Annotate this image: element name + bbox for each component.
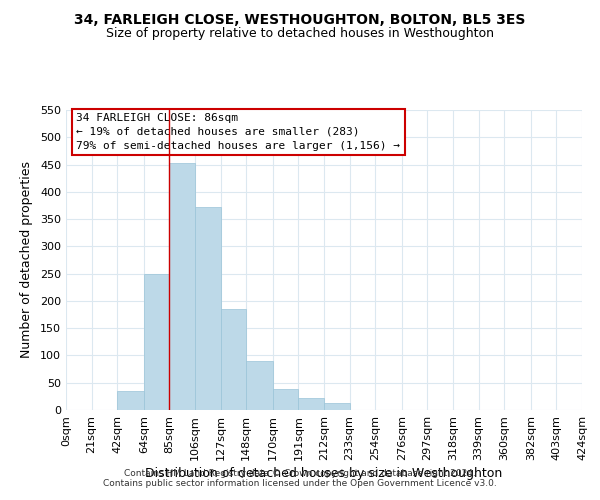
Text: Contains public sector information licensed under the Open Government Licence v3: Contains public sector information licen… [103, 478, 497, 488]
Bar [221, 309, 246, 410]
Bar [169, 164, 195, 410]
Text: Size of property relative to detached houses in Westhoughton: Size of property relative to detached ho… [106, 28, 494, 40]
Text: Contains HM Land Registry data © Crown copyright and database right 2024.: Contains HM Land Registry data © Crown c… [124, 468, 476, 477]
Text: 34 FARLEIGH CLOSE: 86sqm
← 19% of detached houses are smaller (283)
79% of semi-: 34 FARLEIGH CLOSE: 86sqm ← 19% of detach… [76, 113, 400, 151]
Bar [273, 390, 298, 410]
Y-axis label: Number of detached properties: Number of detached properties [20, 162, 33, 358]
Bar [324, 404, 350, 410]
Bar [117, 391, 144, 410]
Bar [144, 274, 169, 410]
Text: 34, FARLEIGH CLOSE, WESTHOUGHTON, BOLTON, BL5 3ES: 34, FARLEIGH CLOSE, WESTHOUGHTON, BOLTON… [74, 12, 526, 26]
Bar [298, 398, 324, 410]
Bar [246, 361, 273, 410]
X-axis label: Distribution of detached houses by size in Westhoughton: Distribution of detached houses by size … [145, 467, 503, 480]
Bar [195, 206, 221, 410]
